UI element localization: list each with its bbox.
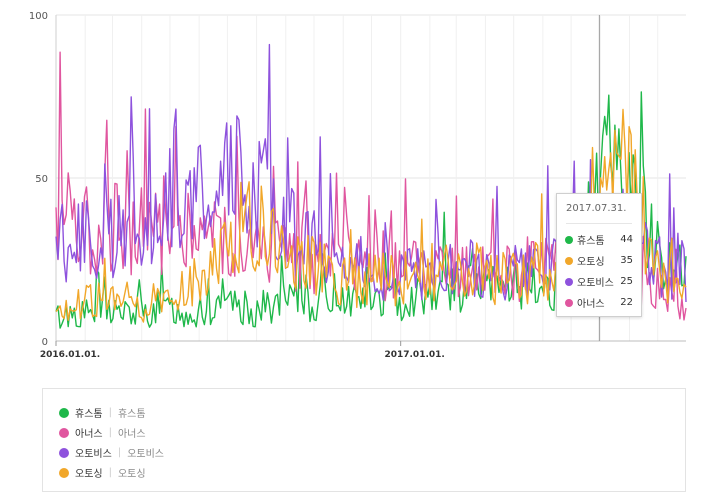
line-chart: 0 50 100 2016.01.01. 2017.01.01. (29, 11, 687, 360)
tooltip-date: 2017.07.31. (566, 203, 627, 214)
legend-label: 오토비스 (75, 449, 112, 460)
y-tick-label: 0 (42, 337, 48, 348)
series-color-dot (565, 235, 573, 244)
tooltip-series-value: 25 (620, 276, 633, 287)
series-color-dot (59, 467, 69, 478)
legend-label: 휴스톰 (75, 409, 103, 420)
hover-tooltip: 2017.07.31. 휴스톰 44 오토싱 35 오토비스 25 아너스 22 (556, 193, 642, 317)
legend-separator: | (108, 467, 112, 478)
legend-keyword: 아너스 (117, 429, 146, 440)
legend-separator: | (108, 407, 112, 418)
tooltip-series-value: 22 (620, 297, 633, 308)
series-color-dot (565, 256, 573, 265)
legend-item[interactable]: 휴스톰 | 휴스톰 (59, 405, 146, 420)
tooltip-series-name: 오토싱 (577, 257, 605, 268)
legend-label: 오토싱 (75, 469, 103, 480)
legend-label: 아너스 (75, 429, 103, 440)
tooltip-row: 휴스톰 44 (565, 232, 633, 247)
tooltip-series-name: 오토비스 (577, 278, 614, 289)
legend-item[interactable]: 아너스 | 아너스 (59, 425, 146, 440)
legend-keyword: 오토싱 (117, 469, 146, 480)
series-color-dot (565, 277, 573, 286)
tooltip-row: 오토싱 35 (565, 253, 633, 268)
series-color-dot (59, 407, 69, 418)
y-tick-label: 50 (35, 174, 48, 185)
series-color-dot (59, 427, 69, 438)
series-color-dot (59, 447, 69, 458)
x-tick-label: 2016.01.01. (40, 350, 100, 360)
tooltip-series-value: 44 (620, 234, 633, 245)
legend-separator: | (117, 447, 122, 458)
x-tick-label: 2017.01.01. (384, 350, 444, 360)
legend-separator: | (108, 427, 112, 438)
tooltip-series-name: 휴스톰 (577, 236, 605, 247)
legend: 휴스톰 | 휴스톰 아너스 | 아너스 오토비스 | 오토비스 오토싱 | 오토… (42, 388, 686, 492)
legend-item[interactable]: 오토싱 | 오토싱 (59, 465, 146, 480)
tooltip-series-value: 35 (620, 255, 633, 266)
tooltip-row: 오토비스 25 (565, 274, 633, 289)
y-tick-label: 100 (29, 11, 48, 22)
legend-item[interactable]: 오토비스 | 오토비스 (59, 445, 164, 460)
legend-keyword: 휴스톰 (117, 409, 146, 420)
tooltip-divider (566, 223, 632, 224)
tooltip-series-name: 아너스 (577, 299, 605, 310)
legend-keyword: 오토비스 (127, 449, 164, 460)
tooltip-row: 아너스 22 (565, 295, 633, 310)
series-color-dot (565, 298, 573, 307)
